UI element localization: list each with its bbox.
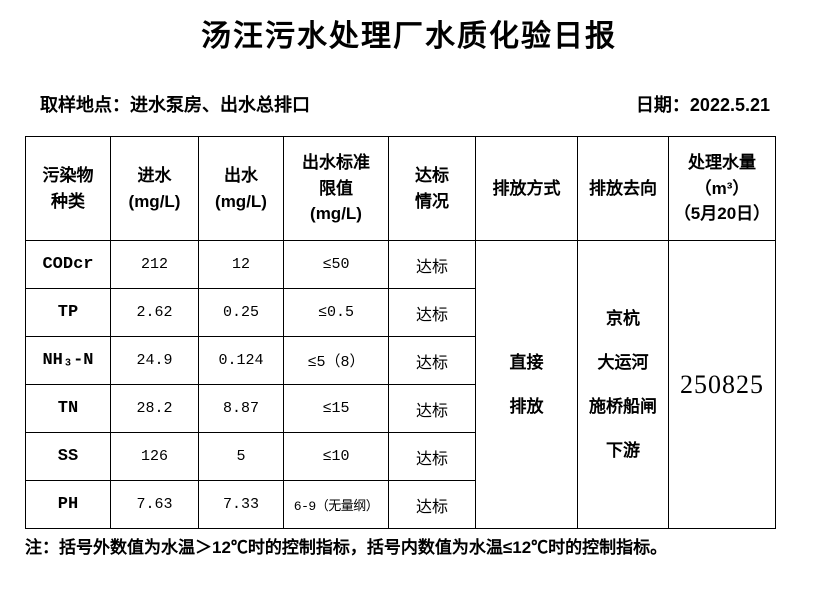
compliance-status-cell: 达标 [388,336,476,385]
effluent-value-cell: 8.87 [198,384,284,433]
limit-value-cell: ≤10 [283,432,389,481]
influent-value-cell: 212 [110,240,199,289]
page-title: 汤汪污水处理厂水质化验日报 [201,20,617,53]
effluent-value-cell: 12 [198,240,284,289]
limit-value-cell: ≤0.5 [283,288,389,337]
compliance-status-cell: 达标 [388,384,476,433]
compliance-status-cell: 达标 [388,288,476,337]
compliance-status-cell: 达标 [388,240,476,289]
header-effluent: 出水 (mg/L) [198,136,284,241]
header-discharge-destination: 排放去向 [577,136,669,241]
table-row-ph: PH 7.63 7.33 6-9（无量纲） 达标 [25,480,776,529]
discharge-method-cell: 直接 排放 [475,240,578,529]
limit-value-cell: ≤50 [283,240,389,289]
header-influent: 进水 (mg/L) [110,136,199,241]
table-row-nh3n: NH₃-N 24.9 0.124 ≤5（8） 达标 [25,336,776,385]
header-discharge-method: 排放方式 [475,136,578,241]
influent-value-cell: 2.62 [110,288,199,337]
header-treated-volume: 处理水量 （m³） （5月20日） [668,136,776,241]
limit-value-cell: ≤15 [283,384,389,433]
report-date-label: 日期：2022.5.21 [635,95,770,115]
meta-row: 取样地点：进水泵房、出水总排口 日期：2022.5.21 [40,91,770,117]
footnote: 注：括号外数值为水温＞12℃时的控制指标，括号内数值为水温≤12℃时的控制指标。 [25,538,668,557]
effluent-value-cell: 5 [198,432,284,481]
effluent-value-cell: 7.33 [198,480,284,529]
table-row-codcr: CODcr 212 12 ≤50 达标 直接 排放 京杭 大运河 施桥船闸 下游… [25,240,776,529]
compliance-status-cell: 达标 [388,432,476,481]
pollutant-name-cell: PH [25,480,111,529]
treated-volume-cell: 250825 [668,240,776,529]
limit-value-cell: ≤5（8） [283,336,389,385]
header-standard-limit: 出水标准 限值 (mg/L) [283,136,389,241]
influent-value-cell: 28.2 [110,384,199,433]
limit-value-cell: 6-9（无量纲） [283,480,389,529]
sampling-location-label: 取样地点：进水泵房、出水总排口 [40,95,310,115]
influent-value-cell: 24.9 [110,336,199,385]
header-pollutant-type: 污染物 种类 [25,136,111,241]
discharge-destination-cell: 京杭 大运河 施桥船闸 下游 [577,240,669,529]
effluent-value-cell: 0.25 [198,288,284,337]
compliance-status-cell: 达标 [388,480,476,529]
influent-value-cell: 126 [110,432,199,481]
influent-value-cell: 7.63 [110,480,199,529]
header-row: 污染物 种类 进水 (mg/L) 出水 (mg/L) 出水标准 限值 (mg/L… [25,136,776,241]
pollutant-name-cell: TN [25,384,111,433]
effluent-value-cell: 0.124 [198,336,284,385]
pollutant-name-cell: SS [25,432,111,481]
table-row-ss: SS 126 5 ≤10 达标 [25,432,776,481]
table-row-tn: TN 28.2 8.87 ≤15 达标 [25,384,776,433]
pollutant-name-cell: NH₃-N [25,336,111,385]
pollutant-name-cell: CODcr [25,240,111,289]
water-quality-table: 污染物 种类 进水 (mg/L) 出水 (mg/L) 出水标准 限值 (mg/L… [25,136,776,529]
pollutant-name-cell: TP [25,288,111,337]
header-compliance: 达标 情况 [388,136,476,241]
table-row-tp: TP 2.62 0.25 ≤0.5 达标 [25,288,776,337]
